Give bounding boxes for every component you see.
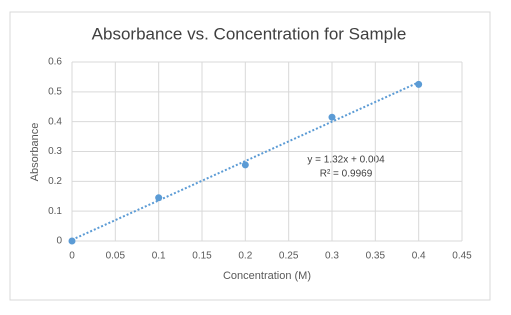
- trendline: [71, 81, 420, 241]
- chart-frame: [9, 11, 491, 301]
- y-axis-label: Absorbance: [29, 123, 41, 182]
- y-tick-label: 0.3: [48, 146, 62, 157]
- data-point: [155, 194, 163, 202]
- y-tick-label: 0: [56, 236, 62, 247]
- y-tick-label: 0.2: [48, 176, 62, 187]
- data-point: [68, 237, 76, 245]
- y-tick-label: 0.6: [48, 57, 62, 68]
- y-tick-label: 0.4: [48, 116, 62, 127]
- y-tick-label: 0.5: [48, 86, 62, 97]
- x-tick-label: 0.4: [412, 251, 426, 262]
- x-tick-label: 0.05: [106, 251, 126, 262]
- trendline-equation: y = 1.32x + 0.004: [307, 155, 385, 166]
- x-tick-label: 0.25: [279, 251, 299, 262]
- y-tick-label: 0.1: [48, 206, 62, 217]
- trendline-r-squared: R² = 0.9969: [320, 169, 373, 180]
- x-tick-label: 0.2: [238, 251, 252, 262]
- chart-title: Absorbance vs. Concentration for Sample: [92, 24, 407, 43]
- data-point: [415, 80, 423, 88]
- x-tick-label: 0.1: [152, 251, 166, 262]
- x-tick-label: 0.35: [366, 251, 386, 262]
- x-tick-label: 0.15: [192, 251, 212, 262]
- x-axis-label: Concentration (M): [223, 270, 311, 282]
- x-tick-label: 0.3: [325, 251, 339, 262]
- data-point: [328, 113, 336, 121]
- x-tick-label: 0: [69, 251, 75, 262]
- x-tick-label: 0.45: [452, 251, 472, 262]
- data-point: [241, 161, 249, 169]
